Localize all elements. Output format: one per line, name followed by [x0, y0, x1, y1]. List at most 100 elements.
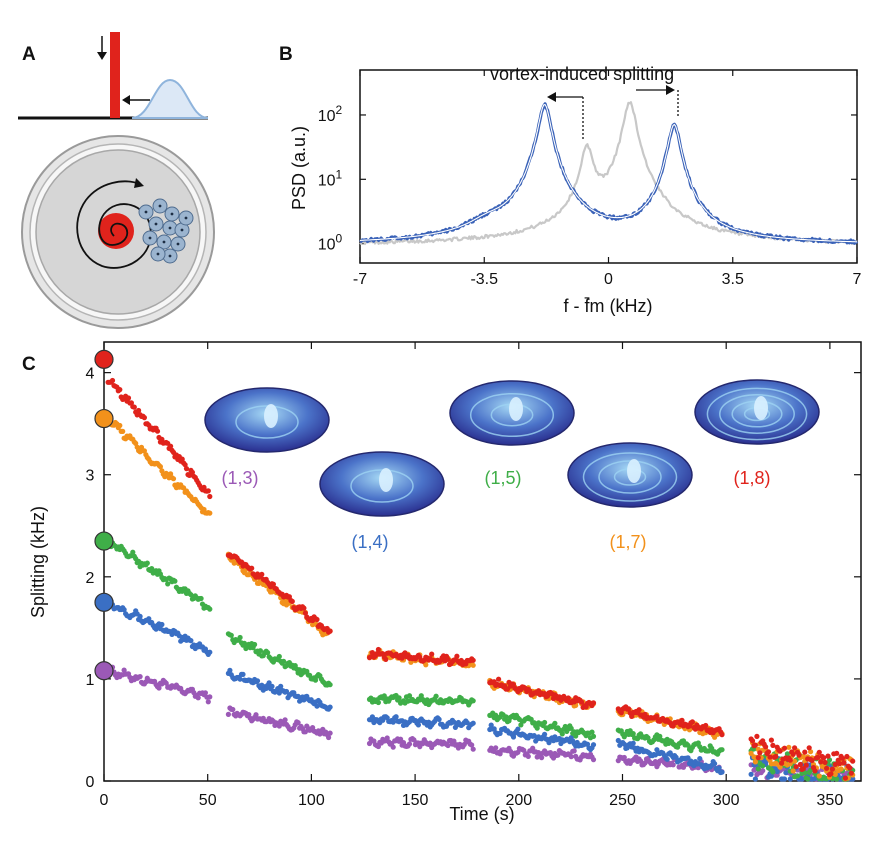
- mode-point: [228, 632, 234, 638]
- mode-point: [844, 753, 850, 760]
- mode-point: [664, 756, 670, 762]
- vortex-core: [184, 216, 188, 220]
- mode-point: [146, 616, 152, 622]
- mode-point: [542, 719, 548, 726]
- mode-point: [269, 683, 275, 690]
- panel-b-xlabel: f - f̄m (kHz): [564, 296, 653, 316]
- mode-point: [497, 730, 503, 737]
- mode-point: [838, 766, 844, 772]
- mode-point: [629, 713, 635, 720]
- mode-point: [751, 767, 757, 773]
- mode-point: [327, 704, 333, 710]
- mode-series: [105, 598, 856, 782]
- panel-label-c: C: [22, 354, 36, 375]
- mode-point: [636, 707, 642, 713]
- mode-point: [429, 651, 435, 657]
- mode-point: [240, 671, 246, 678]
- mode-point: [818, 759, 824, 765]
- mode-point: [755, 755, 761, 761]
- mode-point: [703, 722, 709, 729]
- mode-point: [590, 733, 597, 740]
- mode-point: [515, 726, 521, 732]
- mode-point: [170, 476, 177, 482]
- mode-point: [249, 565, 255, 571]
- mode-start-marker: [94, 408, 114, 429]
- vortex-core: [144, 210, 148, 214]
- mode-point: [841, 760, 847, 766]
- mode-point: [207, 493, 213, 500]
- mode-point: [850, 776, 856, 782]
- mode-point: [225, 711, 231, 718]
- mode-point: [257, 648, 263, 654]
- mode-point: [805, 776, 811, 782]
- panel-c-xtick-label: 100: [298, 792, 325, 809]
- mode-point: [716, 765, 722, 771]
- mode-point: [842, 775, 849, 781]
- panel-c-xtick-label: 150: [402, 792, 429, 809]
- mode-point: [765, 749, 772, 755]
- mode-point: [792, 745, 798, 751]
- mode-point: [202, 690, 208, 696]
- mode-point: [312, 677, 319, 683]
- mode-point: [816, 749, 822, 755]
- mode-point: [259, 571, 265, 578]
- mode-point: [630, 740, 636, 746]
- panel-c-ytick-label: 3: [86, 468, 95, 485]
- mode-point: [390, 719, 396, 725]
- mode-point: [375, 699, 381, 706]
- vortex-core: [168, 226, 172, 230]
- mode-point: [493, 745, 499, 751]
- mode-point: [375, 646, 381, 653]
- panel-b-ticks: -7 -3.5 0 3.5 7 100 101 102: [318, 70, 862, 288]
- mode-point: [719, 747, 725, 753]
- mode-point: [270, 581, 276, 587]
- mode-point: [748, 771, 754, 777]
- panel-b-xtick-label: 0: [604, 271, 613, 288]
- mode-point: [800, 766, 806, 772]
- mode-point: [470, 746, 476, 752]
- mode-point: [757, 750, 763, 756]
- mode-point: [815, 754, 821, 761]
- mode-point: [839, 755, 846, 761]
- mode-peak: [264, 404, 278, 428]
- mode-point: [470, 657, 476, 663]
- splitting-annotation: vortex-induced splitting: [490, 64, 674, 84]
- mode-point: [565, 695, 571, 701]
- vortex-core: [158, 204, 162, 208]
- mode-point: [770, 742, 776, 749]
- mode-point: [584, 741, 591, 747]
- mode-point: [406, 741, 413, 747]
- mode-point: [673, 754, 679, 760]
- mode-point: [276, 723, 282, 729]
- mode-point: [188, 592, 194, 598]
- mode-point: [777, 748, 783, 754]
- mode-label: (1,8): [733, 468, 770, 488]
- mode-point: [188, 638, 194, 644]
- vortex-core: [168, 254, 172, 258]
- panel-label-b: B: [279, 44, 293, 65]
- mode-point: [253, 712, 259, 718]
- mode-point: [445, 742, 451, 749]
- mode-point: [237, 676, 243, 682]
- panel-c-xtick-label: 300: [713, 792, 740, 809]
- mode-point: [752, 742, 759, 748]
- mode-label: (1,7): [609, 532, 646, 552]
- mode-point: [469, 742, 475, 748]
- mode-ring: [598, 460, 662, 494]
- panel-c-ytick-label: 4: [86, 366, 95, 383]
- panel-b-ytick-label: 100: [318, 232, 343, 254]
- mode-point: [755, 766, 761, 772]
- panel-b-ytick-label: 101: [318, 167, 343, 189]
- mode-point: [630, 731, 636, 737]
- mode-point: [527, 688, 533, 694]
- mode-point: [825, 753, 831, 759]
- panel-c-ytick-label: 2: [86, 570, 95, 587]
- mode-point: [301, 605, 307, 611]
- mode-point: [470, 698, 476, 704]
- mode-point: [790, 768, 796, 774]
- mode-point: [590, 742, 597, 748]
- mode-point: [679, 717, 685, 724]
- mode-point: [749, 738, 756, 744]
- mode-point: [390, 744, 396, 750]
